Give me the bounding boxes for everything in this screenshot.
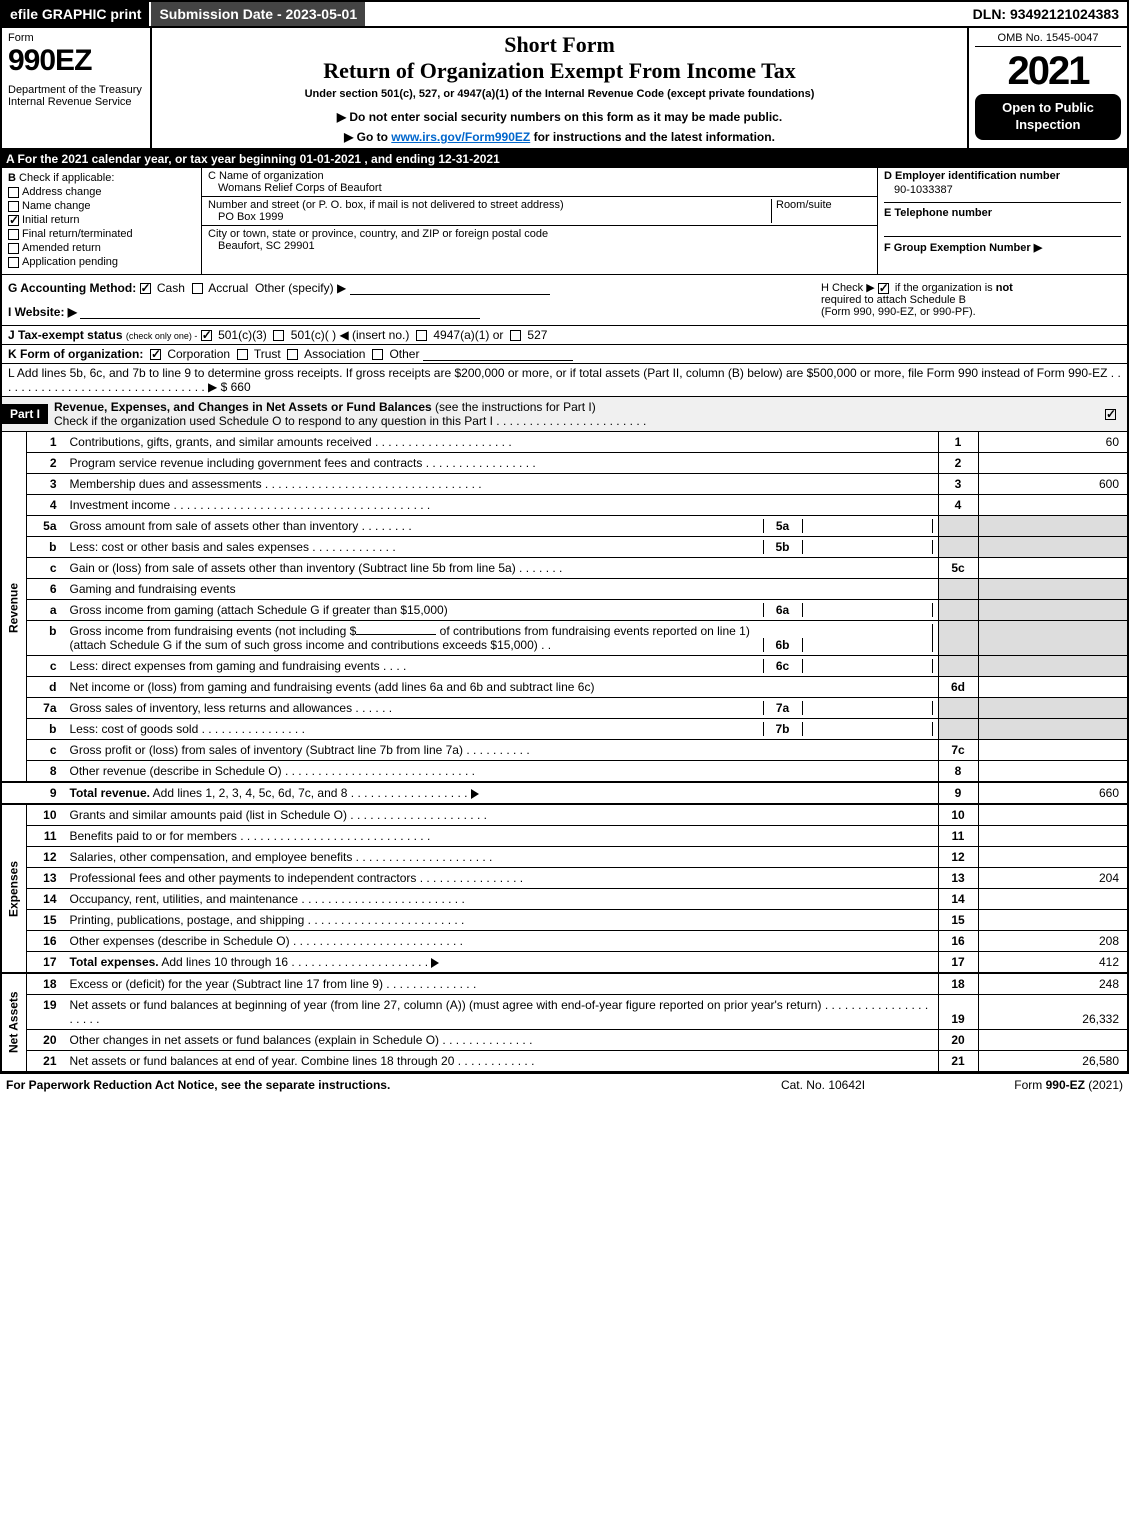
title-main: Return of Organization Exempt From Incom… bbox=[158, 58, 961, 84]
page-footer: For Paperwork Reduction Act Notice, see … bbox=[0, 1073, 1129, 1096]
room-suite-label: Room/suite bbox=[771, 199, 871, 223]
chk-corporation[interactable] bbox=[150, 349, 161, 360]
section-def: D Employer identification number 90-1033… bbox=[877, 168, 1127, 274]
section-c: C Name of organization Womans Relief Cor… bbox=[202, 168, 877, 274]
telephone-label: E Telephone number bbox=[884, 203, 1121, 219]
line-16-amount: 208 bbox=[978, 931, 1128, 952]
form-word: Form bbox=[8, 32, 144, 44]
line-12-amount bbox=[978, 847, 1128, 868]
line-9-amount: 660 bbox=[978, 782, 1128, 804]
chk-501c3[interactable] bbox=[201, 330, 212, 341]
addr-label: Number and street (or P. O. box, if mail… bbox=[208, 199, 771, 211]
line-7c-amount bbox=[978, 740, 1128, 761]
row-h: H Check ▶ if the organization is not req… bbox=[821, 281, 1121, 319]
row-a-tax-year: A For the 2021 calendar year, or tax yea… bbox=[0, 150, 1129, 168]
title-subtitle: Under section 501(c), 527, or 4947(a)(1)… bbox=[158, 88, 961, 100]
row-k: K Form of organization: Corporation Trus… bbox=[0, 345, 1129, 364]
ein-value: 90-1033387 bbox=[884, 182, 1121, 203]
city-label: City or town, state or province, country… bbox=[208, 228, 871, 240]
line-1-amount: 60 bbox=[978, 432, 1128, 453]
dln-label: DLN: 93492121024383 bbox=[965, 2, 1127, 26]
chk-schedule-b[interactable] bbox=[878, 283, 889, 294]
open-to-public-box: Open to Public Inspection bbox=[975, 94, 1121, 140]
line-10-amount bbox=[978, 804, 1128, 826]
chk-cash[interactable] bbox=[140, 283, 151, 294]
footer-form-ref: Form 990-EZ (2021) bbox=[923, 1078, 1123, 1092]
side-label-expenses: Expenses bbox=[1, 804, 27, 973]
section-gh: G Accounting Method: Cash Accrual Other … bbox=[0, 275, 1129, 326]
footer-left: For Paperwork Reduction Act Notice, see … bbox=[6, 1078, 723, 1092]
chk-name-change[interactable]: Name change bbox=[8, 200, 195, 212]
row-i: I Website: ▶ bbox=[8, 305, 821, 319]
line-11-amount bbox=[978, 826, 1128, 847]
submission-date: Submission Date - 2023-05-01 bbox=[151, 2, 365, 26]
efile-print-button[interactable]: efile GRAPHIC print bbox=[2, 2, 151, 26]
line-17-amount: 412 bbox=[978, 952, 1128, 974]
instruction-2: ▶ Go to www.irs.gov/Form990EZ for instru… bbox=[158, 130, 961, 144]
ein-label: D Employer identification number bbox=[884, 170, 1121, 182]
section-b: B Check if applicable: Address change Na… bbox=[2, 168, 202, 274]
addr-value: PO Box 1999 bbox=[208, 211, 771, 223]
chk-accrual[interactable] bbox=[192, 283, 203, 294]
group-exemption-label: F Group Exemption Number ▶ bbox=[884, 237, 1121, 254]
form-header: Form 990EZ Department of the Treasury In… bbox=[0, 28, 1129, 150]
line-20-amount bbox=[978, 1030, 1128, 1051]
instruction-1: ▶ Do not enter social security numbers o… bbox=[158, 110, 961, 124]
org-name-value: Womans Relief Corps of Beaufort bbox=[208, 182, 871, 194]
title-short-form: Short Form bbox=[158, 32, 961, 58]
line-15-amount bbox=[978, 910, 1128, 931]
chk-application-pending[interactable]: Application pending bbox=[8, 256, 195, 268]
city-value: Beaufort, SC 29901 bbox=[208, 240, 871, 252]
chk-initial-return[interactable]: Initial return bbox=[8, 214, 195, 226]
chk-4947[interactable] bbox=[416, 330, 427, 341]
chk-address-change[interactable]: Address change bbox=[8, 186, 195, 198]
side-label-revenue: Revenue bbox=[1, 432, 27, 782]
footer-cat-no: Cat. No. 10642I bbox=[723, 1078, 923, 1092]
side-label-netassets: Net Assets bbox=[1, 973, 27, 1072]
row-l: L Add lines 5b, 6c, and 7b to line 9 to … bbox=[0, 364, 1129, 397]
irs-link[interactable]: www.irs.gov/Form990EZ bbox=[391, 130, 530, 144]
part1-table: Revenue 1Contributions, gifts, grants, a… bbox=[0, 432, 1129, 1073]
line-3-amount: 600 bbox=[978, 474, 1128, 495]
chk-amended-return[interactable]: Amended return bbox=[8, 242, 195, 254]
section-bcdef: B Check if applicable: Address change Na… bbox=[0, 168, 1129, 275]
line-8-amount bbox=[978, 761, 1128, 783]
row-j: J Tax-exempt status (check only one) - 5… bbox=[0, 326, 1129, 345]
form-number: 990EZ bbox=[8, 44, 144, 78]
arrow-icon bbox=[431, 958, 439, 968]
chk-501c[interactable] bbox=[273, 330, 284, 341]
chk-other-org[interactable] bbox=[372, 349, 383, 360]
arrow-icon bbox=[471, 789, 479, 799]
tax-year: 2021 bbox=[975, 49, 1121, 94]
org-name-label: C Name of organization bbox=[208, 170, 871, 182]
line-5c-amount bbox=[978, 558, 1128, 579]
line-18-amount: 248 bbox=[978, 973, 1128, 995]
omb-number: OMB No. 1545-0047 bbox=[975, 32, 1121, 47]
chk-schedule-o-part1[interactable] bbox=[1105, 409, 1116, 420]
top-bar: efile GRAPHIC print Submission Date - 20… bbox=[0, 0, 1129, 28]
chk-trust[interactable] bbox=[237, 349, 248, 360]
line-21-amount: 26,580 bbox=[978, 1051, 1128, 1073]
chk-final-return[interactable]: Final return/terminated bbox=[8, 228, 195, 240]
line-13-amount: 204 bbox=[978, 868, 1128, 889]
line-6d-amount bbox=[978, 677, 1128, 698]
line-19-amount: 26,332 bbox=[978, 995, 1128, 1030]
part-1-header: Part I Revenue, Expenses, and Changes in… bbox=[0, 397, 1129, 432]
line-2-amount bbox=[978, 453, 1128, 474]
department-label: Department of the Treasury Internal Reve… bbox=[8, 84, 144, 108]
line-4-amount bbox=[978, 495, 1128, 516]
row-g: G Accounting Method: Cash Accrual Other … bbox=[8, 281, 821, 295]
line-14-amount bbox=[978, 889, 1128, 910]
chk-association[interactable] bbox=[287, 349, 298, 360]
chk-527[interactable] bbox=[510, 330, 521, 341]
